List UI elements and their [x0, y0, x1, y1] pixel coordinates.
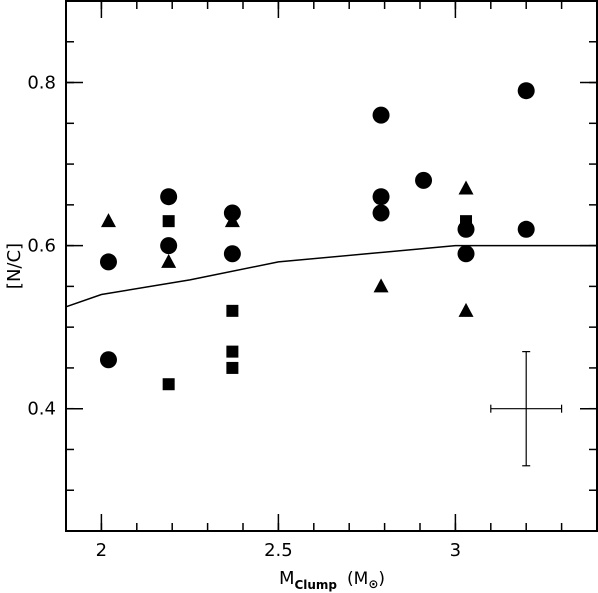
- circle-marker: [415, 171, 433, 189]
- x-axis-unit-open: (M: [347, 569, 368, 589]
- circle-marker: [372, 188, 390, 206]
- x-axis-main: M: [279, 568, 295, 589]
- circle-marker: [160, 188, 178, 206]
- triangle-marker: [161, 253, 177, 268]
- y-tick-label: 0.6: [27, 236, 56, 257]
- square-marker: [226, 304, 239, 317]
- x-tick-label: 3: [450, 540, 461, 561]
- circle-marker: [223, 245, 241, 263]
- data-points: [99, 82, 535, 391]
- circle-marker: [457, 245, 475, 263]
- triangle-marker: [224, 213, 240, 228]
- triangle-marker: [458, 180, 474, 195]
- x-axis-unit-close: ): [378, 569, 385, 589]
- square-marker: [226, 361, 239, 374]
- circle-marker: [517, 220, 535, 238]
- model-line: [65, 244, 597, 308]
- error-bar: [490, 351, 563, 467]
- square-marker: [162, 378, 175, 391]
- x-axis-title: MClump (M⊙): [279, 568, 385, 592]
- square-marker: [162, 215, 175, 228]
- x-tick-label: 2: [96, 540, 107, 561]
- sun-symbol: ⊙: [368, 577, 378, 591]
- y-tick-label: 0.8: [27, 73, 56, 94]
- minor-ticks: [65, 0, 598, 531]
- y-axis-title: [N/C]: [4, 243, 25, 289]
- triangle-marker: [373, 278, 389, 293]
- tick-labels: 2 2.5 3 0.4 0.6 0.8: [27, 73, 461, 561]
- y-tick-label: 0.4: [27, 399, 56, 420]
- circle-marker: [372, 106, 390, 124]
- triangle-marker: [100, 213, 116, 228]
- x-axis-sub: Clump: [294, 578, 337, 592]
- x-tick-label: 2.5: [264, 540, 293, 561]
- circle-marker: [372, 204, 390, 222]
- circle-marker: [160, 237, 178, 255]
- circle-marker: [223, 204, 241, 222]
- major-ticks: [66, 1, 597, 531]
- square-marker: [460, 215, 473, 228]
- circle-marker: [99, 351, 117, 369]
- square-marker: [226, 345, 239, 358]
- triangle-marker: [458, 302, 474, 317]
- model-curve: [65, 244, 597, 308]
- plot-frame: [65, 0, 598, 532]
- circle-marker: [517, 82, 535, 100]
- circle-marker: [99, 253, 117, 271]
